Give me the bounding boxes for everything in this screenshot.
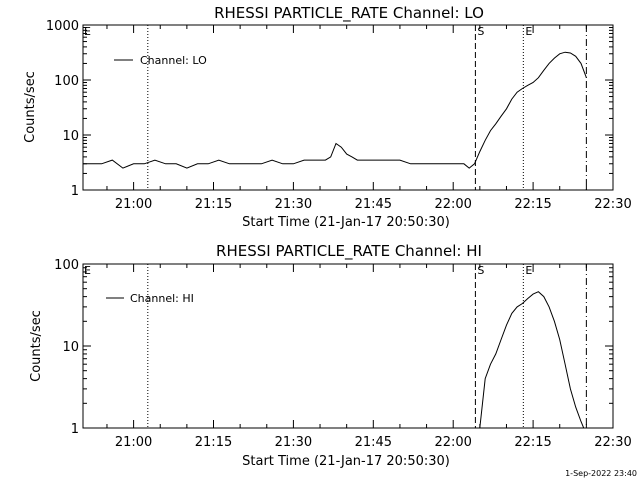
x-tick-label: 21:30 — [275, 197, 312, 212]
x-axis-label: Start Time (21-Jan-17 20:50:30) — [242, 454, 450, 469]
x-tick-label: 21:00 — [115, 197, 152, 212]
chart-title: RHESSI PARTICLE_RATE Channel: HI — [216, 242, 482, 261]
x-axis-label: Start Time (21-Jan-17 20:50:30) — [242, 215, 450, 230]
edge-marker-label: E — [84, 25, 91, 38]
chart-title: RHESSI PARTICLE_RATE Channel: LO — [214, 4, 484, 23]
x-axis: 21:00 21:15 21:30 21:45 22:00 22:15 22:30 — [106, 25, 632, 212]
x-tick-label: 22:00 — [434, 435, 471, 450]
y-axis: 1 10 100 — [54, 258, 613, 437]
event-marker-label: E — [525, 25, 532, 38]
y-axis-label: Counts/sec — [23, 71, 38, 143]
x-tick-label: 21:45 — [355, 435, 392, 450]
footer-timestamp: 1-Sep-2022 23:40 — [565, 469, 637, 478]
y-tick-label: 10 — [62, 129, 79, 144]
series-line-lo — [83, 51, 587, 169]
x-tick-label: 22:15 — [514, 197, 551, 212]
x-tick-label: 22:30 — [594, 197, 631, 212]
legend-entry: Channel: HI — [130, 292, 194, 305]
legend: Channel: LO — [114, 54, 207, 67]
legend: Channel: HI — [106, 292, 194, 305]
x-tick-label: 21:00 — [115, 435, 152, 450]
y-tick-label: 10 — [62, 340, 79, 355]
plot-frame — [82, 263, 614, 429]
plot-frame — [82, 24, 614, 191]
y-tick-label: 1 — [71, 184, 79, 199]
event-marker-label: E — [525, 264, 532, 277]
event-marker-label: S — [477, 264, 484, 277]
event-markers: S EE — [84, 25, 587, 190]
x-tick-label: 21:30 — [275, 435, 312, 450]
y-axis-label: Counts/sec — [29, 310, 44, 382]
x-tick-label: 22:15 — [514, 435, 551, 450]
x-axis: 21:00 21:15 21:30 21:45 22:00 22:15 22:30 — [106, 264, 632, 450]
chart-panel-hi: RHESSI PARTICLE_RATE Channel: HI 110100 … — [29, 242, 632, 469]
event-markers: S EE — [84, 264, 587, 428]
legend-entry: Channel: LO — [140, 54, 207, 67]
event-marker-label: S — [477, 25, 484, 38]
y-tick-label: 100 — [54, 74, 79, 89]
y-tick-label: 100 — [54, 258, 79, 273]
y-tick-label: 1000 — [46, 19, 79, 34]
edge-marker-label: E — [84, 264, 91, 277]
x-tick-label: 22:00 — [434, 197, 471, 212]
x-tick-label: 21:15 — [195, 197, 232, 212]
series-line-hi — [479, 291, 587, 429]
x-tick-label: 21:45 — [355, 197, 392, 212]
y-axis: 1 10 100 1000 — [46, 19, 613, 199]
y-tick-label: 1 — [71, 422, 79, 437]
x-tick-label: 21:15 — [195, 435, 232, 450]
chart-panel-lo: RHESSI PARTICLE_RATE Channel: LO 1101001… — [23, 4, 632, 230]
x-tick-label: 22:30 — [594, 435, 631, 450]
